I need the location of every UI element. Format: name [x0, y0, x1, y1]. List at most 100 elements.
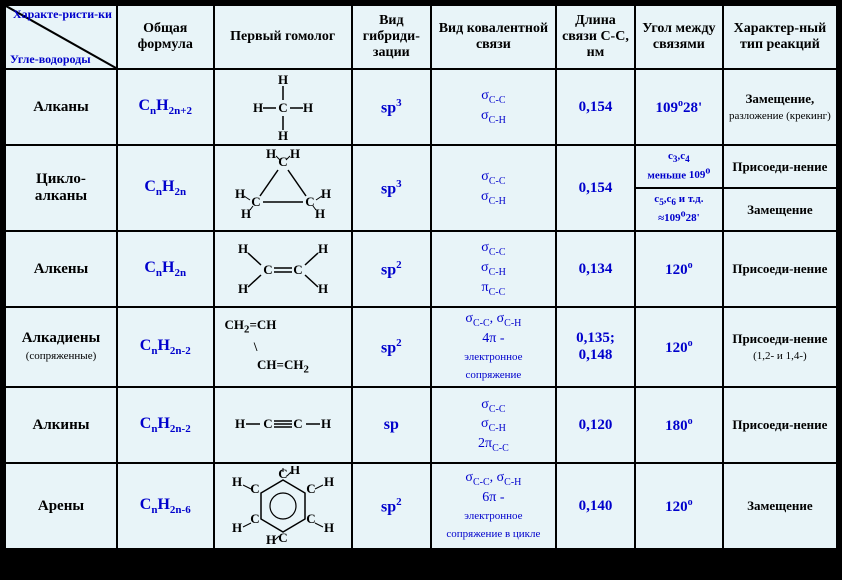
cycloalkanes-structure: C H H C C H H H H — [214, 145, 352, 231]
svg-text:C: C — [278, 530, 287, 545]
row-cycloalkanes-1: Цикло-алканы CnH2n C H H C C H H H H — [5, 145, 837, 188]
alkenes-length: 0,134 — [556, 231, 635, 307]
alkadienes-formula: CnH2n-2 — [117, 307, 214, 387]
svg-text:H: H — [253, 100, 263, 115]
alkanes-reaction: Замещение,разложение (крекинг) — [723, 69, 837, 145]
alkanes-bond: σC-CσC-H — [431, 69, 556, 145]
arenes-bond: σC-C, σC-H6π -электронное сопряжение в ц… — [431, 463, 556, 549]
svg-text:C: C — [293, 416, 302, 431]
alkanes-hybrid: sp3 — [352, 69, 431, 145]
svg-text:H: H — [232, 474, 242, 489]
cycloalkanes-bond: σC-CσC-H — [431, 145, 556, 231]
svg-text:C: C — [263, 262, 272, 277]
row-arenes: Арены CnH2n-6 C C C C C C H H H H H H — [5, 463, 837, 549]
cycloalkanes-angle2: c5,c6 и т.д.≈109o28' — [635, 188, 723, 231]
diagonal-header: Характе-ристи-ки Угле-водороды — [5, 5, 117, 69]
alkanes-label: Алканы — [5, 69, 117, 145]
svg-text:H: H — [315, 206, 325, 221]
svg-text:H: H — [318, 281, 328, 296]
svg-text:H: H — [303, 100, 313, 115]
svg-text:H: H — [278, 128, 288, 142]
alkenes-angle: 120o — [635, 231, 723, 307]
svg-text:H: H — [318, 241, 328, 256]
svg-text:H: H — [266, 148, 276, 161]
alkadienes-angle: 120o — [635, 307, 723, 387]
cycloalkanes-angle1: c3,c4меньше 109o — [635, 145, 723, 188]
svg-text:H: H — [266, 532, 276, 546]
arenes-angle: 120o — [635, 463, 723, 549]
alkanes-length: 0,154 — [556, 69, 635, 145]
svg-text:H: H — [290, 148, 300, 161]
alkadienes-reaction: Присоеди-нение(1,2- и 1,4-) — [723, 307, 837, 387]
alkanes-formula: CnH2n+2 — [117, 69, 214, 145]
cycloalkanes-formula: CnH2n — [117, 145, 214, 231]
diag-top-label: Характе-ристи-ки — [13, 8, 112, 21]
svg-text:H: H — [235, 416, 245, 431]
alkynes-hybrid: sp — [352, 387, 431, 463]
svg-text:H: H — [321, 186, 331, 201]
alkynes-bond: σC-CσC-H2πC-C — [431, 387, 556, 463]
svg-text:C: C — [306, 511, 315, 526]
arenes-reaction: Замещение — [723, 463, 837, 549]
hydrocarbon-table: Характе-ристи-ки Угле-водороды Общая фор… — [4, 4, 838, 550]
svg-text:H: H — [324, 474, 334, 489]
header-row: Характе-ристи-ки Угле-водороды Общая фор… — [5, 5, 837, 69]
svg-text:C: C — [306, 481, 315, 496]
diag-bot-label: Угле-водороды — [10, 53, 91, 66]
alkenes-bond: σC-CσC-HπC-C — [431, 231, 556, 307]
header-homolog: Первый гомолог — [214, 5, 352, 69]
svg-text:H: H — [235, 186, 245, 201]
alkynes-structure: H C C H — [214, 387, 352, 463]
alkadienes-label: Алкадиены(сопряженные) — [5, 307, 117, 387]
svg-text:C: C — [263, 416, 272, 431]
alkadienes-hybrid: sp2 — [352, 307, 431, 387]
cycloalkanes-reaction1: Присоеди-нение — [723, 145, 837, 188]
header-angle: Угол между связями — [635, 5, 723, 69]
svg-text:H: H — [238, 281, 248, 296]
alkadienes-structure: CH2=CH \ CH=CH2 — [214, 307, 352, 387]
cycloalkanes-hybrid: sp3 — [352, 145, 431, 231]
alkenes-formula: CnH2n — [117, 231, 214, 307]
arenes-length: 0,140 — [556, 463, 635, 549]
alkadienes-bond: σC-C, σC-H4π -электронное сопряжение — [431, 307, 556, 387]
svg-text:C: C — [278, 154, 287, 169]
svg-text:H: H — [324, 520, 334, 535]
alkanes-angle: 109o28' — [635, 69, 723, 145]
alkynes-reaction: Присоеди-нение — [723, 387, 837, 463]
row-alkynes: Алкины CnH2n-2 H C C H sp σC-CσC-H2πC-C … — [5, 387, 837, 463]
svg-text:C: C — [293, 262, 302, 277]
cycloalkanes-label: Цикло-алканы — [5, 145, 117, 231]
header-formula: Общая формула — [117, 5, 214, 69]
header-length: Длина связи С-С, нм — [556, 5, 635, 69]
alkynes-angle: 180o — [635, 387, 723, 463]
alkynes-length: 0,120 — [556, 387, 635, 463]
alkynes-label: Алкины — [5, 387, 117, 463]
alkanes-structure: H H C H H — [214, 69, 352, 145]
header-bond: Вид ковалентной связи — [431, 5, 556, 69]
header-reaction: Характер-ный тип реакций — [723, 5, 837, 69]
arenes-structure: C C C C C C H H H H H H — [214, 463, 352, 549]
row-alkadienes: Алкадиены(сопряженные) CnH2n-2 CH2=CH \ … — [5, 307, 837, 387]
alkenes-label: Алкены — [5, 231, 117, 307]
svg-text:H: H — [290, 466, 300, 477]
arenes-hybrid: sp2 — [352, 463, 431, 549]
svg-text:H: H — [278, 72, 288, 87]
arenes-formula: CnH2n-6 — [117, 463, 214, 549]
svg-text:H: H — [241, 206, 251, 221]
row-alkanes: Алканы CnH2n+2 H H C H H sp3 σC-CσC-H 0,… — [5, 69, 837, 145]
svg-text:C: C — [250, 511, 259, 526]
svg-text:C: C — [278, 100, 287, 115]
alkenes-structure: H H C C H H — [214, 231, 352, 307]
header-hybrid: Вид гибриди-зации — [352, 5, 431, 69]
svg-text:H: H — [232, 520, 242, 535]
svg-text:H: H — [238, 241, 248, 256]
cycloalkanes-length: 0,154 — [556, 145, 635, 231]
row-alkenes: Алкены CnH2n H H C C H H sp2 σC-CσC-HπC-… — [5, 231, 837, 307]
alkenes-reaction: Присоеди-нение — [723, 231, 837, 307]
alkenes-hybrid: sp2 — [352, 231, 431, 307]
svg-text:C: C — [250, 481, 259, 496]
arenes-label: Арены — [5, 463, 117, 549]
svg-text:H: H — [321, 416, 331, 431]
alkadienes-length: 0,135;0,148 — [556, 307, 635, 387]
cycloalkanes-reaction2: Замещение — [723, 188, 837, 231]
